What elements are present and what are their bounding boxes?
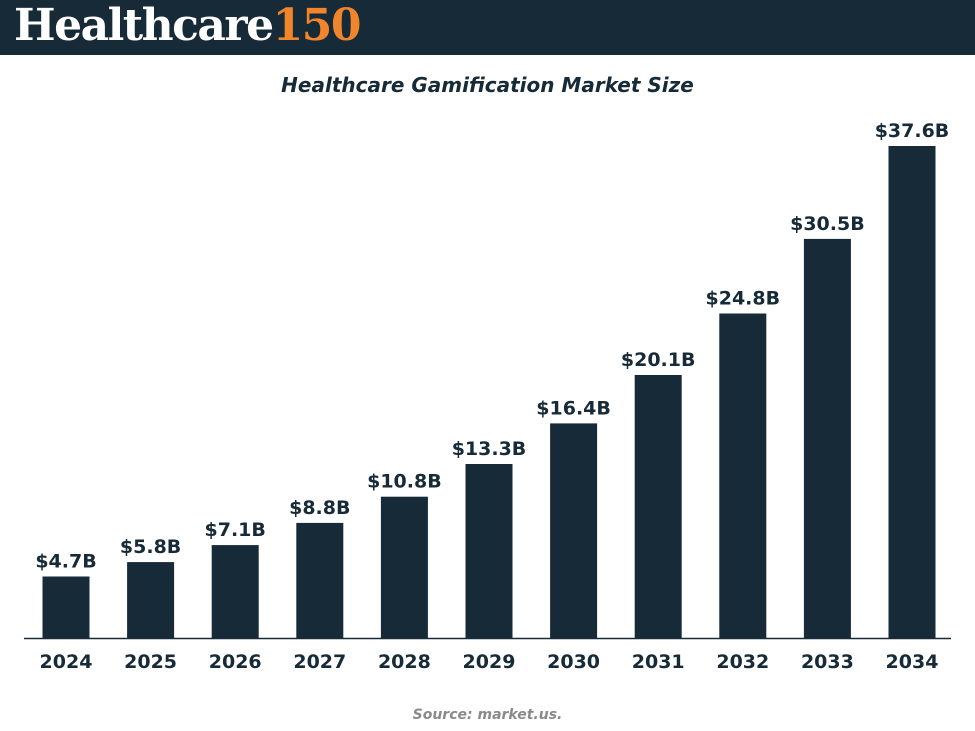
x-tick-label-2033: 2033 xyxy=(801,651,854,673)
bar-2024[interactable] xyxy=(42,576,90,639)
x-tick-label-2034: 2034 xyxy=(886,651,939,673)
bar-2034[interactable] xyxy=(888,146,936,638)
bar-2028[interactable] xyxy=(380,496,428,638)
x-tick-label-2025: 2025 xyxy=(124,651,177,673)
logo[interactable]: Healthcare150 xyxy=(14,0,362,51)
bar-2026[interactable] xyxy=(211,545,259,638)
bar-2029[interactable] xyxy=(465,464,513,638)
value-label-2027: $8.8B xyxy=(289,497,350,519)
bar-2033[interactable] xyxy=(803,238,851,638)
value-label-2025: $5.8B xyxy=(120,536,181,558)
x-tick-label-2030: 2030 xyxy=(547,651,600,673)
bars-group xyxy=(42,146,936,639)
value-label-2024: $4.7B xyxy=(35,551,96,573)
value-labels-group: $4.7B $5.8B $7.1B $8.8B $10.8B $13.3B $16.4B $2… xyxy=(35,120,949,573)
x-tick-label-2027: 2027 xyxy=(293,651,346,673)
x-tick-label-2031: 2031 xyxy=(632,651,685,673)
bar-2032[interactable] xyxy=(719,313,767,639)
value-label-2026: $7.1B xyxy=(205,519,266,541)
value-label-2034: $37.6B xyxy=(875,120,950,142)
logo-number: 150 xyxy=(272,0,362,51)
x-tick-label-2028: 2028 xyxy=(378,651,431,673)
x-tick-labels-group: 2024 2025 2026 2027 2028 2029 2030 2031 2032 2033… xyxy=(40,651,939,673)
value-label-2030: $16.4B xyxy=(536,397,611,419)
x-tick-label-2032: 2032 xyxy=(716,651,769,673)
header-bar: Healthcare150 xyxy=(0,0,975,55)
value-label-2033: $30.5B xyxy=(790,213,865,235)
bar-chart: $4.7B $5.8B $7.1B $8.8B $10.8B $13.3B $16.4B $2… xyxy=(24,120,951,673)
bar-2025[interactable] xyxy=(127,562,175,638)
bar-2030[interactable] xyxy=(550,423,598,638)
x-tick-label-2026: 2026 xyxy=(209,651,262,673)
bar-2031[interactable] xyxy=(634,375,682,638)
bar-2027[interactable] xyxy=(296,522,344,638)
logo-word: Healthcare xyxy=(14,0,274,51)
source-note: Source: market.us. xyxy=(412,707,563,723)
value-label-2032: $24.8B xyxy=(706,288,781,310)
value-label-2031: $20.1B xyxy=(621,349,696,371)
value-label-2029: $13.3B xyxy=(452,438,527,460)
value-label-2028: $10.8B xyxy=(367,471,442,493)
chart-title: Healthcare Gamification Market Size xyxy=(281,73,694,97)
x-tick-label-2024: 2024 xyxy=(40,651,93,673)
x-tick-label-2029: 2029 xyxy=(463,651,516,673)
